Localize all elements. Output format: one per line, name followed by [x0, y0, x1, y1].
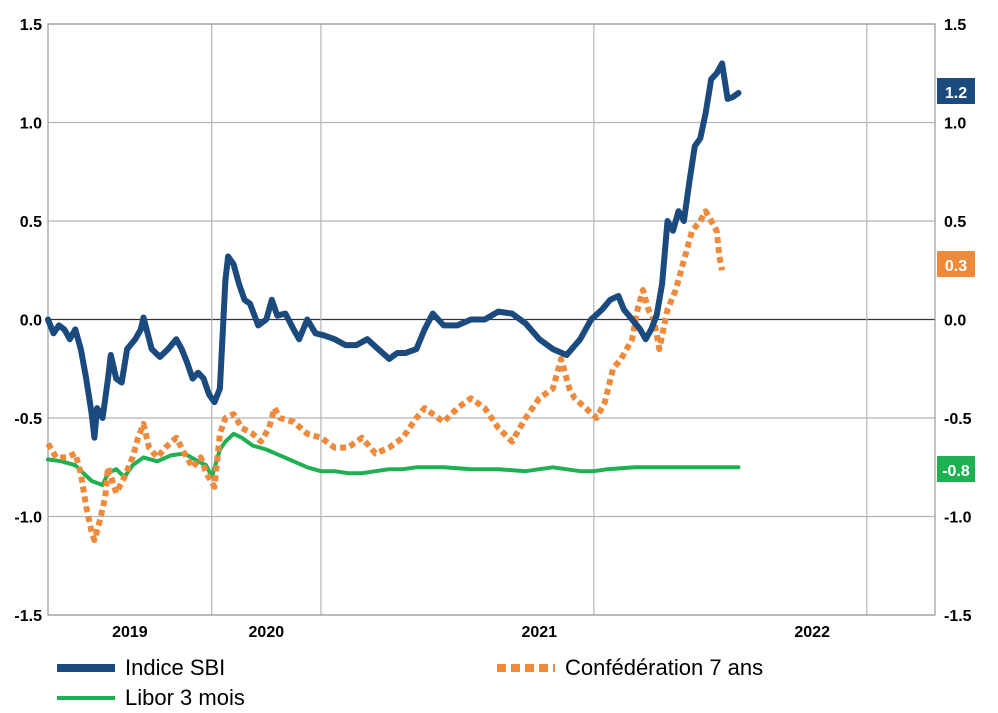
y-tick-label-right: 0.5 [944, 214, 966, 231]
y-tick-label-right: -0.5 [944, 411, 972, 428]
end-label-libor-text: -0.8 [942, 463, 970, 480]
y-tick-label-left: -1.5 [14, 608, 42, 625]
y-tick-label-right: -1.0 [944, 510, 972, 527]
x-tick-label: 2020 [249, 624, 285, 641]
y-tick-label-right: -1.5 [944, 608, 972, 625]
y-tick-label-left: 1.5 [20, 17, 42, 34]
y-tick-label-left: 0.5 [20, 214, 42, 231]
end-label-conf: 0.3 [937, 251, 975, 277]
legend-label-sbi: Indice SBI [125, 655, 226, 680]
end-label-libor: -0.8 [937, 456, 975, 482]
y-tick-label-left: -1.0 [14, 510, 42, 527]
end-label-libor-box [937, 456, 975, 482]
legend-item-confederation: Confédération 7 ans [497, 655, 763, 681]
y-tick-label-right: 1.5 [944, 17, 966, 34]
right-y-axis: 1.5 1.0 0.5 0.0 -0.5 -1.0 -1.5 [944, 17, 972, 625]
legend-swatch-sbi [57, 664, 115, 672]
legend-swatch-conf [497, 664, 555, 672]
grid-lines [47, 23, 936, 616]
legend-label-conf: Confédération 7 ans [565, 655, 764, 680]
end-label-conf-text: 0.3 [945, 258, 967, 275]
end-label-conf-box [937, 251, 975, 277]
end-labels: 1.2 0.3 -0.8 [937, 78, 975, 482]
legend-label-libor: Libor 3 mois [125, 685, 245, 710]
series-layer [45, 60, 742, 544]
x-axis: 2019 2020 2021 2022 [112, 624, 830, 641]
series-indice-sbi [45, 60, 742, 441]
legend-item-indice-sbi: Indice SBI [57, 655, 225, 681]
series-libor-3-mois [46, 431, 741, 487]
left-y-axis: 1.5 1.0 0.5 0.0 -0.5 -1.0 -1.5 [14, 17, 42, 625]
y-tick-label-left: 1.0 [20, 116, 42, 133]
legend-swatch-libor [57, 696, 115, 700]
end-label-sbi-box [937, 78, 975, 104]
y-tick-label-left: 0.0 [20, 313, 42, 330]
y-tick-label-left: -0.5 [14, 411, 42, 428]
series-confederation-7-ans [45, 208, 726, 544]
x-tick-label: 2022 [794, 624, 830, 641]
y-tick-label-right: 0.0 [944, 313, 966, 330]
legend-item-libor: Libor 3 mois [57, 685, 245, 711]
end-label-sbi-text: 1.2 [945, 85, 967, 102]
x-tick-label: 2019 [112, 624, 148, 641]
y-tick-label-right: 1.0 [944, 116, 966, 133]
end-label-sbi: 1.2 [937, 78, 975, 104]
x-tick-label: 2021 [521, 624, 557, 641]
